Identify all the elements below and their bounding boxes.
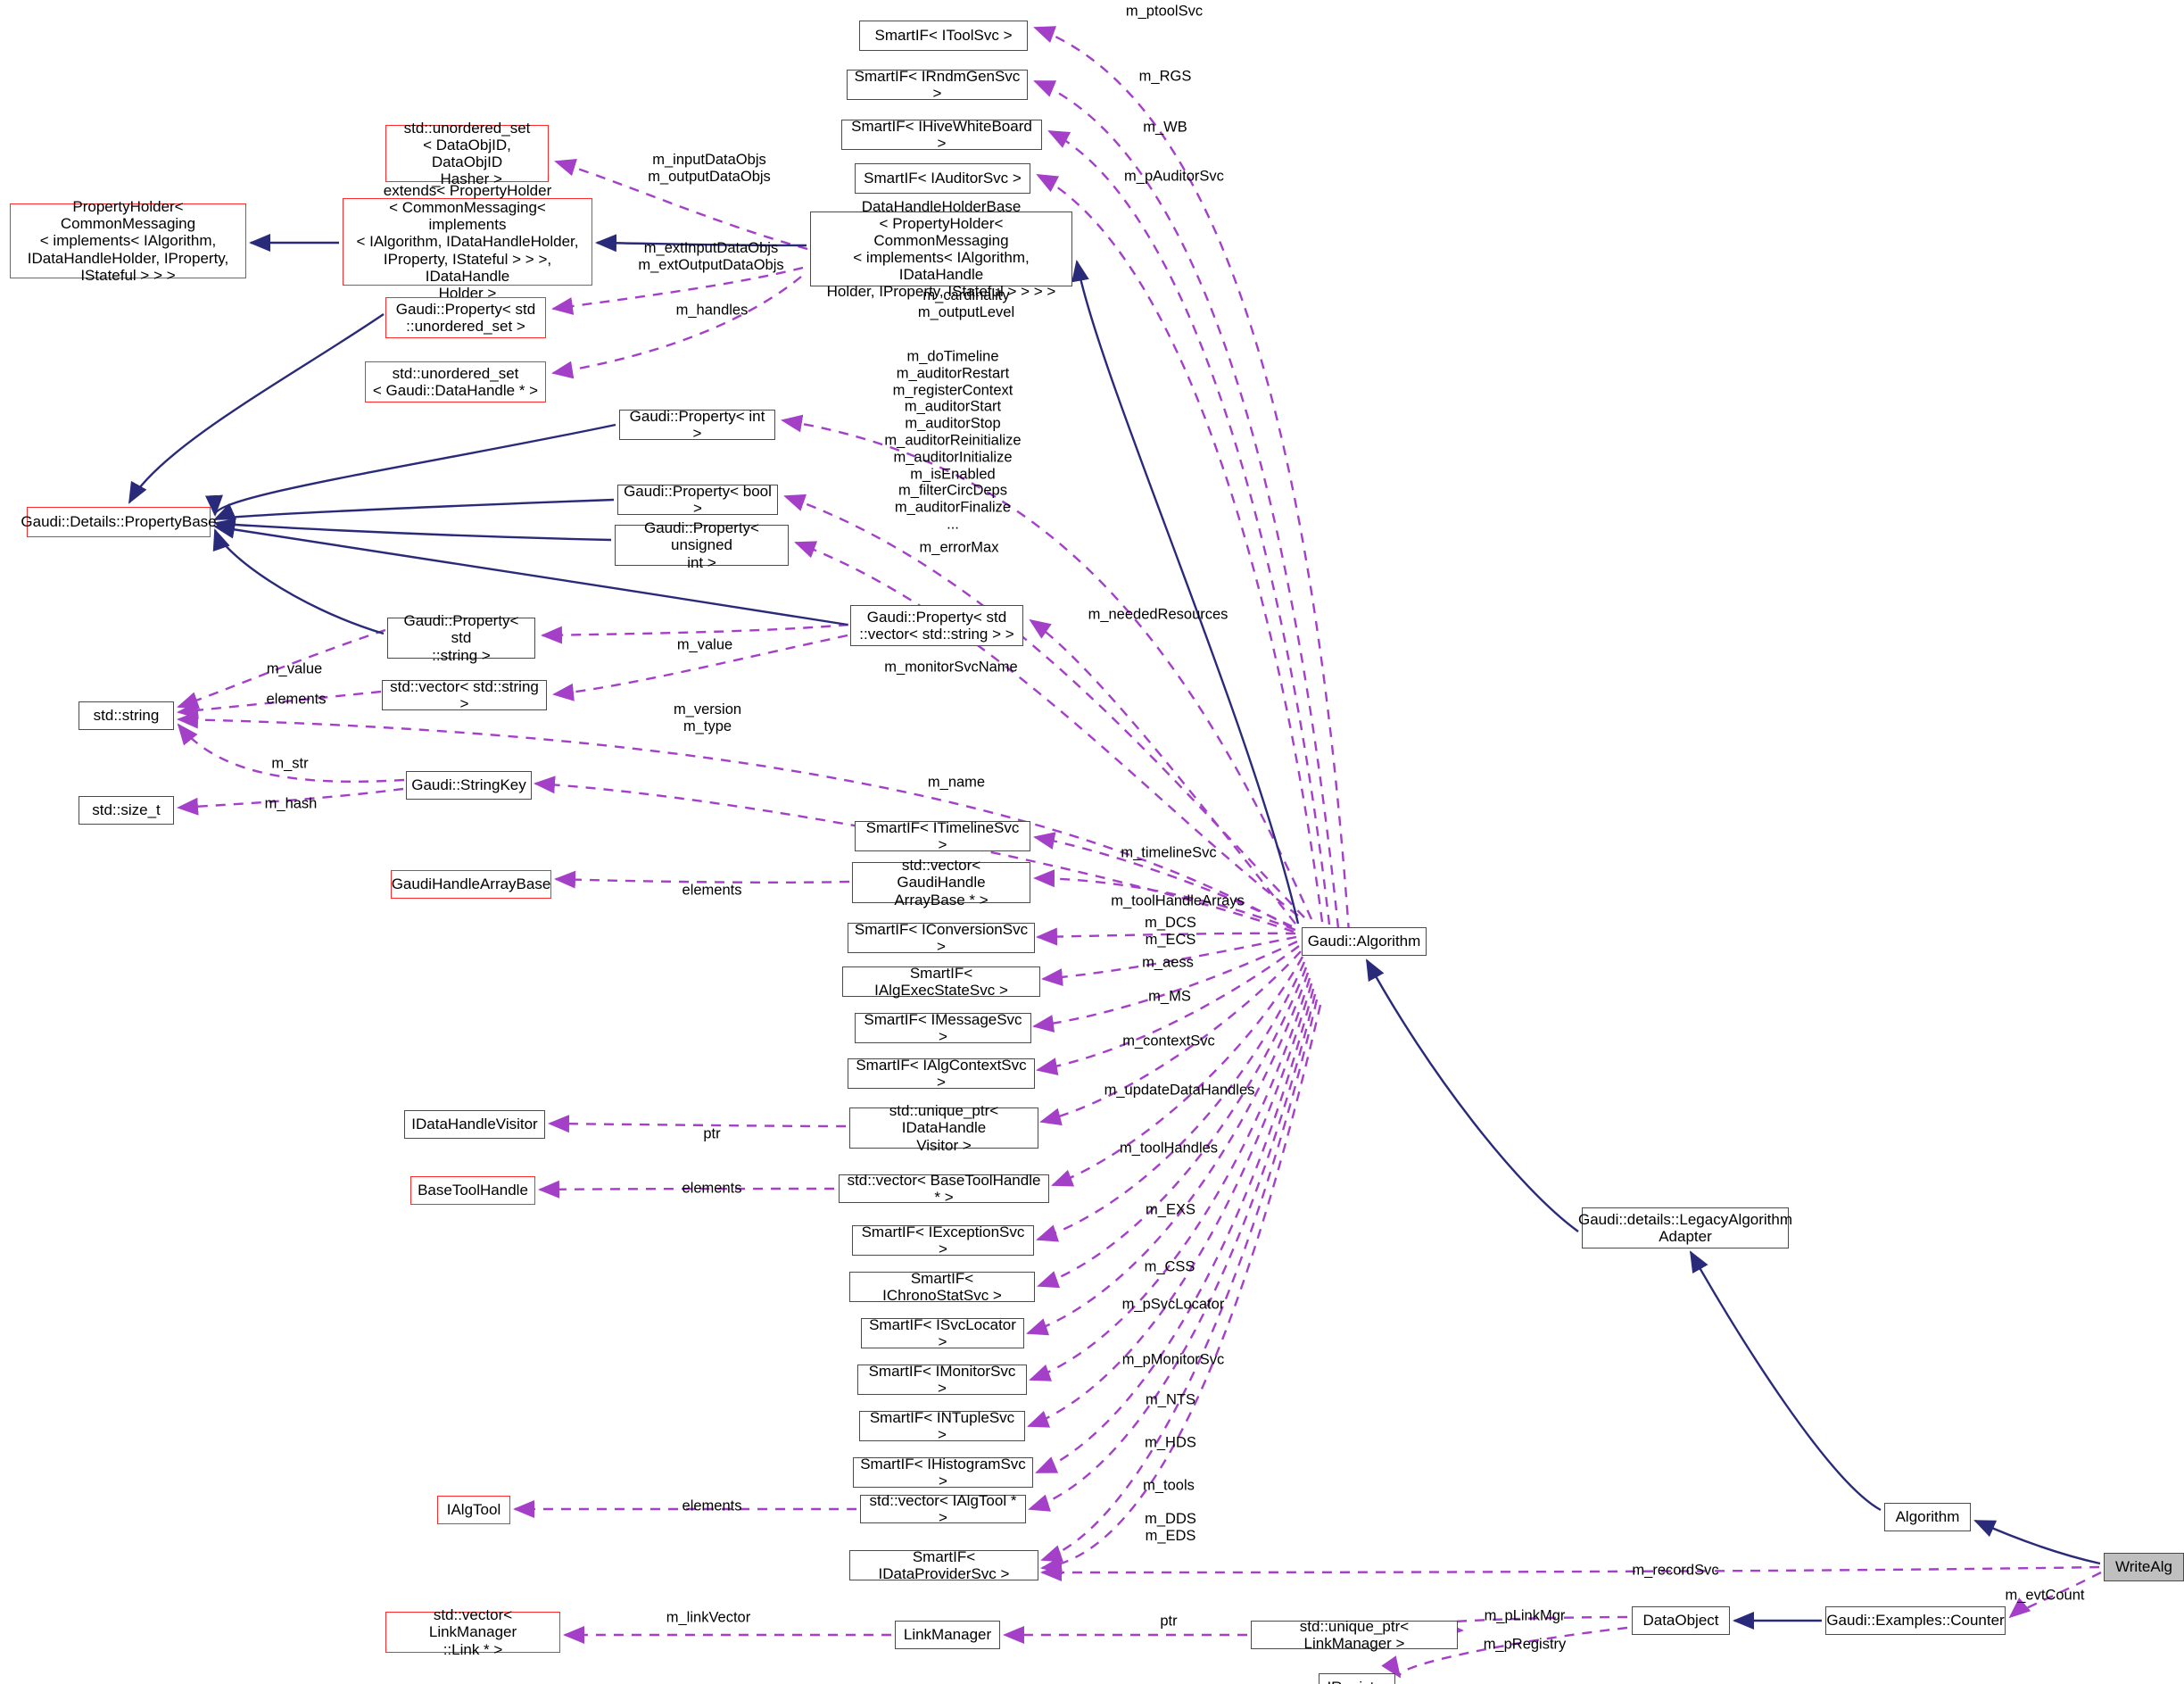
edge-label-version_type: m_version m_type — [673, 701, 742, 734]
class-node-gaudi_algorithm[interactable]: Gaudi::Algorithm — [1302, 927, 1427, 956]
edge-label-errormax: m_errorMax — [919, 539, 999, 556]
edge-label-dotimeline: m_doTimeline m_auditorRestart m_register… — [884, 348, 1022, 533]
class-node-dataobject[interactable]: DataObject — [1632, 1606, 1730, 1635]
edge-label-tools: m_tools — [1143, 1477, 1195, 1494]
class-node-smartif_iconversionsvc[interactable]: SmartIF< IConversionSvc > — [848, 921, 1035, 955]
class-node-smartif_iexceptionsvc[interactable]: SmartIF< IExceptionSvc > — [852, 1224, 1034, 1257]
edge-label-elements_ialgtool: elements — [682, 1497, 742, 1514]
class-node-vec_ialgtool[interactable]: std::vector< IAlgTool * > — [860, 1492, 1026, 1526]
edge-label-css: m_CSS — [1144, 1258, 1195, 1275]
class-node-gaudi_examples_counter[interactable]: Gaudi::Examples::Counter — [1825, 1606, 2006, 1635]
edge-label-hds: m_HDS — [1145, 1434, 1196, 1451]
edge-label-pauditorsvc: m_pAuditorSvc — [1124, 168, 1224, 185]
class-node-smartif_irndmgensvc[interactable]: SmartIF< IRndmGenSvc > — [847, 68, 1028, 102]
inheritance-edges — [128, 234, 2101, 1630]
class-node-stringkey[interactable]: Gaudi::StringKey — [406, 771, 532, 800]
class-node-smartif_itimelinesvc[interactable]: SmartIF< ITimelineSvc > — [855, 819, 1030, 853]
class-node-gaudihandlearraybase[interactable]: GaudiHandleArrayBase — [391, 870, 551, 899]
class-node-extends_propertyholder[interactable]: extends< PropertyHolder < CommonMessagin… — [343, 182, 592, 302]
edge-label-str: m_str — [271, 755, 309, 772]
class-node-unordered_datahandle[interactable]: std::unordered_set < Gaudi::DataHandle *… — [365, 361, 546, 402]
edge-label-rgs: m_RGS — [1138, 68, 1192, 85]
edge-label-name: m_name — [927, 774, 986, 791]
edge-label-extinoutobjs: m_extInputDataObjs m_extOutputDataObjs — [638, 240, 784, 273]
class-node-ialgtool[interactable]: IAlgTool — [437, 1496, 510, 1524]
class-node-propertyholder[interactable]: PropertyHolder< CommonMessaging < implem… — [10, 198, 246, 284]
class-node-size_t[interactable]: std::size_t — [79, 796, 174, 825]
edge-label-aess: m_aess — [1142, 954, 1194, 971]
edge-label-psvclocator: m_pSvcLocator — [1121, 1296, 1225, 1313]
class-node-prop_unordered_set[interactable]: Gaudi::Property< std ::unordered_set > — [385, 297, 546, 338]
edge-label-contextsvc: m_contextSvc — [1122, 1033, 1215, 1049]
class-node-uptr_linkmanager[interactable]: std::unique_ptr< LinkManager > — [1251, 1618, 1458, 1652]
class-node-writealg[interactable]: WriteAlg — [2104, 1553, 2184, 1581]
edge-label-elements_gha: elements — [682, 882, 742, 899]
class-node-legacyadapter[interactable]: Gaudi::details::LegacyAlgorithm Adapter — [1578, 1207, 1792, 1248]
edge-label-value_str: m_value — [266, 660, 323, 677]
edge-label-recordsvc: m_recordSvc — [1632, 1562, 1719, 1579]
class-node-prop_vec_string[interactable]: Gaudi::Property< std ::vector< std::stri… — [850, 605, 1023, 646]
class-node-smartif_ihistogramsvc[interactable]: SmartIF< IHistogramSvc > — [853, 1456, 1033, 1489]
edge-label-wb: m_WB — [1143, 119, 1187, 136]
edge-label-updatedatahandles: m_updateDataHandles — [1104, 1082, 1255, 1099]
edge-label-pregistry: m_pRegistry — [1483, 1636, 1567, 1653]
edge-label-ms: m_MS — [1148, 988, 1191, 1005]
class-node-smartif_intuplesvc[interactable]: SmartIF< INTupleSvc > — [859, 1409, 1025, 1443]
class-node-smartif_ihivewhiteboard[interactable]: SmartIF< IHiveWhiteBoard > — [841, 118, 1042, 152]
edge-label-plinkmgr: m_pLinkMgr — [1484, 1607, 1566, 1624]
edge-label-elements_bth: elements — [682, 1180, 742, 1197]
class-node-algorithm[interactable]: Algorithm — [1884, 1503, 1971, 1531]
class-node-datahandleholderbase[interactable]: DataHandleHolderBase < PropertyHolder< C… — [810, 198, 1072, 300]
edge-label-dcs_ecs: m_DCS m_ECS — [1145, 915, 1196, 948]
class-node-vec_linkmanager_link[interactable]: std::vector< LinkManager ::Link * > — [385, 1606, 560, 1658]
class-node-smartif_iauditorsvc[interactable]: SmartIF< IAuditorSvc > — [855, 163, 1030, 194]
class-node-smartif_imessagesvc[interactable]: SmartIF< IMessageSvc > — [855, 1011, 1031, 1045]
edge-label-value_vec: m_value — [676, 636, 733, 653]
edge-label-toolhandles: m_toolHandles — [1119, 1140, 1219, 1157]
class-node-smartif_isvclocator[interactable]: SmartIF< ISvcLocator > — [861, 1316, 1024, 1350]
edge-label-ptr_visitor: ptr — [703, 1125, 721, 1142]
class-node-linkmanager[interactable]: LinkManager — [895, 1621, 1000, 1649]
edge-label-linkvector: m_linkVector — [666, 1609, 751, 1626]
edge-label-evtcount: m_evtCount — [2005, 1587, 2085, 1604]
edge-label-monitorsvcname: m_monitorSvcName — [884, 659, 1018, 676]
edge-label-ptr_linkmgr: ptr — [1160, 1613, 1178, 1630]
edge-label-inputoutputobjs: m_inputDataObjs m_outputDataObjs — [648, 152, 771, 185]
edge-label-neededresources: m_neededResources — [1088, 606, 1228, 623]
class-node-smartif_ichronostatsvc[interactable]: SmartIF< IChronoStatSvc > — [849, 1270, 1035, 1304]
edge-label-cardinality: m_cardinality m_outputLevel — [917, 287, 1015, 320]
class-node-prop_string[interactable]: Gaudi::Property< std ::string > — [387, 612, 535, 664]
edge-label-dds_eds: m_DDS m_EDS — [1145, 1511, 1196, 1544]
class-node-prop_unsigned_int[interactable]: Gaudi::Property< unsigned int > — [615, 519, 789, 571]
class-node-propertybase[interactable]: Gaudi::Details::PropertyBase — [21, 507, 217, 537]
class-node-prop_int[interactable]: Gaudi::Property< int > — [619, 408, 775, 442]
edge-label-toolhandlearrays: m_toolHandleArrays — [1111, 892, 1245, 909]
class-node-iregistry[interactable]: IRegistry — [1319, 1673, 1395, 1684]
edge-label-ptoolsvc: m_ptoolSvc — [1125, 3, 1204, 20]
edge-label-handles: m_handles — [675, 302, 749, 319]
class-node-prop_bool[interactable]: Gaudi::Property< bool > — [617, 483, 778, 517]
class-node-smartif_itoolsvc[interactable]: SmartIF< IToolSvc > — [859, 21, 1028, 51]
class-node-smartif_ialgexecstatesvc[interactable]: SmartIF< IAlgExecStateSvc > — [842, 965, 1040, 999]
edge-label-hash: m_hash — [264, 795, 318, 812]
edge-label-elements_str: elements — [266, 691, 327, 708]
class-node-vec_basetoolhandle[interactable]: std::vector< BaseToolHandle * > — [839, 1172, 1049, 1206]
edge-label-timelinesvc: m_timelineSvc — [1121, 844, 1217, 861]
edge-label-nts: m_NTS — [1146, 1391, 1195, 1408]
class-node-smartif_imonitorsvc[interactable]: SmartIF< IMonitorSvc > — [857, 1363, 1027, 1397]
edge-label-pmonitorsvc: m_pMonitorSvc — [1121, 1351, 1225, 1368]
class-node-basetoolhandle[interactable]: BaseToolHandle — [410, 1176, 535, 1205]
class-node-std_string[interactable]: std::string — [79, 701, 174, 730]
class-node-unordered_dataobjid[interactable]: std::unordered_set < DataObjID, DataObjI… — [385, 120, 549, 187]
class-node-vec_string[interactable]: std::vector< std::string > — [382, 678, 547, 712]
class-node-uptr_idatahandlevisitor[interactable]: std::unique_ptr< IDataHandle Visitor > — [849, 1102, 1038, 1154]
class-node-smartif_idataprovidersvc[interactable]: SmartIF< IDataProviderSvc > — [849, 1548, 1038, 1582]
class-node-smartif_ialgcontextsvc[interactable]: SmartIF< IAlgContextSvc > — [848, 1057, 1035, 1091]
class-node-idatahandlevisitor[interactable]: IDataHandleVisitor — [404, 1110, 545, 1139]
edge-label-exs: m_EXS — [1146, 1201, 1195, 1218]
class-node-vec_gaudihandlearray[interactable]: std::vector< GaudiHandle ArrayBase * > — [852, 857, 1030, 908]
